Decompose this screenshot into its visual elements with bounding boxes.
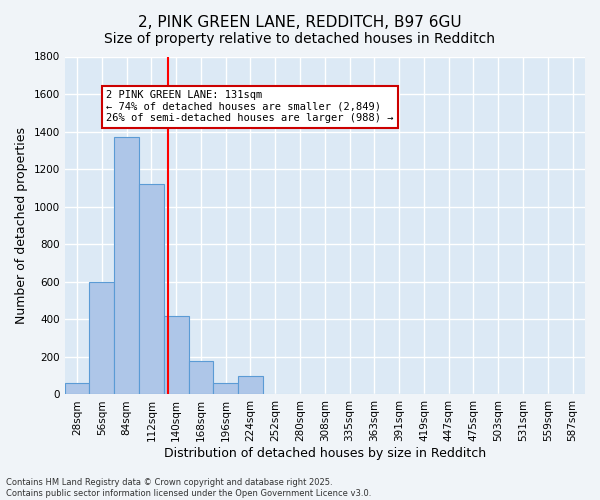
Bar bbox=[188, 360, 214, 394]
Text: 2, PINK GREEN LANE, REDDITCH, B97 6GU: 2, PINK GREEN LANE, REDDITCH, B97 6GU bbox=[138, 15, 462, 30]
Text: Contains HM Land Registry data © Crown copyright and database right 2025.
Contai: Contains HM Land Registry data © Crown c… bbox=[6, 478, 371, 498]
Text: Size of property relative to detached houses in Redditch: Size of property relative to detached ho… bbox=[104, 32, 496, 46]
Bar bbox=[238, 376, 263, 394]
Bar bbox=[139, 184, 164, 394]
Y-axis label: Number of detached properties: Number of detached properties bbox=[15, 127, 28, 324]
Bar bbox=[89, 282, 114, 395]
Bar bbox=[65, 383, 89, 394]
X-axis label: Distribution of detached houses by size in Redditch: Distribution of detached houses by size … bbox=[164, 447, 486, 460]
Bar bbox=[114, 137, 139, 394]
Bar bbox=[214, 383, 238, 394]
Text: 2 PINK GREEN LANE: 131sqm
← 74% of detached houses are smaller (2,849)
26% of se: 2 PINK GREEN LANE: 131sqm ← 74% of detac… bbox=[106, 90, 394, 124]
Bar bbox=[164, 316, 188, 394]
